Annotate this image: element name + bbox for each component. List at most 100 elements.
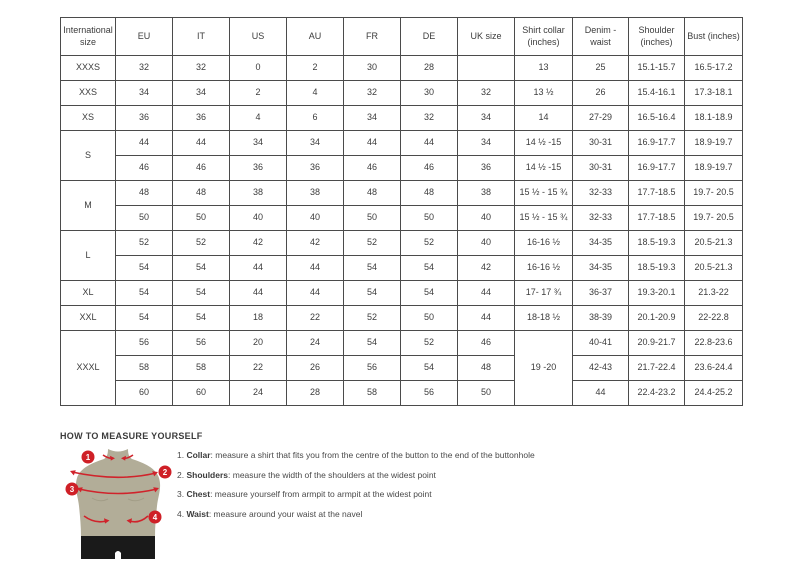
column-header: Shoulder (inches): [628, 17, 685, 56]
table-cell: 20.9-21.7: [628, 330, 685, 356]
table-cell: 24.4-25.2: [684, 380, 743, 406]
table-cell: 52: [400, 230, 458, 256]
mannequin-illustration: 1 2 3 4: [65, 449, 172, 559]
measure-heading: HOW TO MEASURE YOURSELF: [60, 431, 203, 441]
column-header: US: [229, 17, 287, 56]
table-cell: 28: [286, 380, 344, 406]
table-cell: 16-16 ½: [514, 230, 573, 256]
table-cell: 46: [172, 155, 230, 181]
table-cell: 40: [457, 230, 515, 256]
step-number: 3.: [177, 489, 187, 499]
table-cell: 46: [343, 155, 401, 181]
column-header: UK size: [457, 17, 515, 56]
table-cell: 48: [400, 180, 458, 206]
table-cell: 30: [343, 55, 401, 81]
size-cell: XXXS: [60, 55, 116, 81]
table-cell: 2: [286, 55, 344, 81]
table-cell: 34-35: [572, 230, 629, 256]
arrowheads: [70, 455, 159, 524]
table-cell: 54: [343, 280, 401, 306]
shoulders-arrow: [71, 471, 157, 479]
table-cell: 58: [172, 355, 230, 381]
table-cell: 13: [514, 55, 573, 81]
figure-badges: 1 2 3 4: [65, 450, 172, 524]
table-header-row: International size EU IT US AU FR DE UK size Shi…: [60, 17, 743, 56]
table-cell: 25: [572, 55, 629, 81]
table-cell: 54: [400, 355, 458, 381]
table-cell: 18.1-18.9: [684, 105, 743, 131]
table-cell: 52: [343, 230, 401, 256]
table-cell: 46: [457, 330, 515, 356]
table-cell: 44: [286, 280, 344, 306]
table-cell: 19.3-20.1: [628, 280, 685, 306]
table-cell: 38: [457, 180, 515, 206]
table-cell: 21.3-22: [684, 280, 743, 306]
table-cell: 17.7-18.5: [628, 205, 685, 231]
step-text: : measure the width of the shoulders at …: [228, 469, 436, 480]
step-number: 2.: [177, 469, 187, 480]
step-number: 1.: [177, 450, 187, 460]
column-header: IT: [172, 17, 230, 56]
table-cell: 48: [172, 180, 230, 206]
chest-crease-lines: [91, 497, 145, 502]
table-cell: 18.5-19.3: [628, 255, 685, 281]
table-cell: 52: [343, 305, 401, 331]
table-cell: 40: [457, 205, 515, 231]
table-cell: 36-37: [572, 280, 629, 306]
table-cell: 40: [229, 205, 287, 231]
table-cell: 16.9-17.7: [628, 155, 685, 181]
table-cell: 44: [457, 305, 515, 331]
table-cell: 34: [457, 105, 515, 131]
step-text: : measure around your waist at the navel: [208, 508, 363, 519]
table-cell: 50: [172, 205, 230, 231]
table-row: 60 60 24 28 58 56 50 44 22.4-23.2 24.4-25.2: [61, 380, 743, 406]
table-cell: 54: [400, 255, 458, 281]
table-cell: 54: [343, 330, 401, 356]
table-cell: 18.9-19.7: [684, 130, 743, 156]
size-cell: L: [60, 230, 116, 281]
size-cell: S: [60, 130, 116, 181]
table-cell: 32: [115, 55, 173, 81]
shorts-shape: [81, 536, 155, 559]
step-label: Shoulders: [186, 469, 229, 480]
column-header: AU: [286, 17, 344, 56]
table-row: XXS 34 34 2 4 32 30 32 13 ½ 26 15.4-16.1 17.3-18.1: [60, 80, 743, 106]
table-cell: 17- 17 ¾: [514, 280, 573, 306]
table-cell: 50: [457, 380, 515, 406]
table-row: XXXS 32 32 0 2 30 28 13 25 15.1-15.7 16.5-17.2: [60, 55, 743, 81]
table-cell: 22: [286, 305, 344, 331]
table-cell: 58: [343, 380, 401, 406]
table-cell: 28: [400, 55, 458, 81]
table-cell: 54: [115, 280, 173, 306]
table-cell: 0: [229, 55, 287, 81]
table-cell: 42: [286, 230, 344, 256]
table-cell: 30: [400, 80, 458, 106]
table-row: 46 46 36 36 46 46 36 14 ½ -15 30-31 16.9-17.7 18.9…: [61, 155, 743, 181]
column-header: EU: [115, 17, 173, 56]
table-row: XL 54 54 44 44 54 54 44 17- 17 ¾ 36-37 19.3-20.1 21…: [60, 280, 743, 306]
table-cell: 52: [172, 230, 230, 256]
table-cell: 38-39: [572, 305, 629, 331]
step-label: Waist: [186, 508, 209, 519]
table-cell: 6: [286, 105, 344, 131]
table-cell: 60: [172, 380, 230, 406]
table-cell: 34: [343, 105, 401, 131]
table-cell: 18.5-19.3: [628, 230, 685, 256]
table-cell: 42: [229, 230, 287, 256]
table-cell: 36: [457, 155, 515, 181]
column-header: Bust (inches): [684, 17, 743, 56]
table-cell: 18-18 ½: [514, 305, 573, 331]
table-cell: 32: [343, 80, 401, 106]
table-cell: 42-43: [572, 355, 629, 381]
table-row: 54 54 44 44 54 54 42 16-16 ½ 34-35 18.5-19.3 20.5-…: [61, 255, 743, 281]
table-cell: 56: [343, 355, 401, 381]
table-cell: 56: [115, 330, 173, 356]
table-cell: 44: [229, 280, 287, 306]
table-cell: 30-31: [572, 130, 629, 156]
measure-figure: 1 2 3 4: [62, 445, 174, 568]
table-cell: 38: [229, 180, 287, 206]
table-body: XXXS 32 32 0 2 30 28 13 25 15.1-15.7 16.5-17.2 XXS 3…: [60, 55, 743, 406]
table-cell: 54: [172, 255, 230, 281]
table-cell: 20.1-20.9: [628, 305, 685, 331]
badge-1-number: 1: [86, 453, 91, 462]
